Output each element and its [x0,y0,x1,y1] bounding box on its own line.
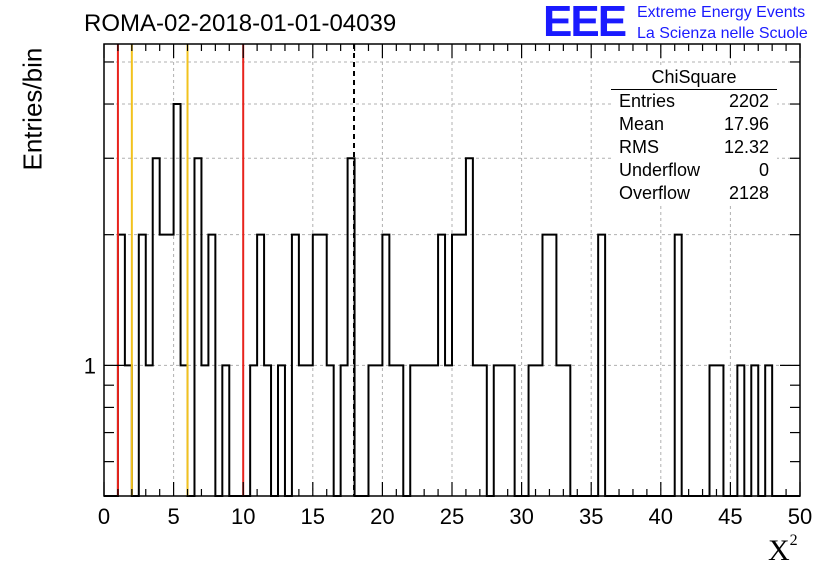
histogram-bin [494,365,501,496]
x-axis-label-symbol: X [768,534,790,567]
axes: 0 5 10 15 20 25 30 35 40 45 50 1 [84,43,812,529]
histogram-bin [375,365,382,496]
histogram-bin [139,235,146,496]
stats-box: ChiSquare Entries 2202 Mean 17.96 RMS 12.32 Un… [611,66,777,205]
histogram-outline [104,103,800,497]
histogram-bin [445,365,452,496]
histogram-bin [292,235,299,496]
histogram-bin [480,365,487,496]
histogram-bin [299,365,306,496]
histogram-bin [250,365,257,496]
stats-value: 0 [758,160,769,180]
stats-row-mean: Mean 17.96 [611,113,777,136]
histogram-bin [125,365,132,496]
histogram-bin [306,365,313,496]
histogram-bin [368,365,375,496]
stats-value: 2128 [728,183,769,203]
x-tick-label: 40 [649,504,673,529]
stats-value: 12.32 [723,137,769,157]
histogram-bin [160,235,167,496]
histogram-bin [327,365,334,496]
x-tick-label: 15 [301,504,325,529]
histogram-bin [431,365,438,496]
stats-row-overflow: Overflow 2128 [611,182,777,205]
histogram-bin [751,365,758,496]
y-tick-label: 1 [84,353,96,378]
histogram-bin [146,365,153,496]
histogram-bin [389,365,396,496]
histogram-bin [438,235,445,496]
histogram-bin [382,235,389,496]
x-tick-label: 45 [718,504,742,529]
histogram-bin [466,158,473,496]
histogram-bin [222,365,229,496]
histogram-bin [417,365,424,496]
x-tick-label: 35 [579,504,603,529]
stats-label: Overflow [619,183,691,203]
stats-label: Underflow [619,160,701,180]
histogram-bin [529,365,536,496]
histogram-bin [320,235,327,496]
stats-label: RMS [619,137,659,157]
histogram-bin [508,365,515,496]
histogram-bin [563,365,570,496]
stats-row-underflow: Underflow 0 [611,159,777,182]
histogram-bin [153,158,160,496]
x-tick-label: 25 [440,504,464,529]
x-axis-label-exponent: 2 [789,532,798,549]
stats-label: Mean [619,114,665,134]
histogram-bin [716,365,723,496]
logo-subtitle-2: La Scienza nelle Scuole [637,25,808,42]
logo-subtitle-1: Extreme Energy Events [637,4,806,21]
histogram-bin [313,235,320,496]
chart-title: ROMA-02-2018-01-01-04039 [84,10,397,37]
histogram-bin [542,235,549,496]
x-tick-label: 50 [788,504,812,529]
stats-row-entries: Entries 2202 [611,90,777,113]
histogram-bin [208,235,215,496]
x-tick-label: 10 [231,504,255,529]
x-tick-label: 5 [167,504,179,529]
histogram-bin [396,365,403,496]
histogram-bin [473,365,480,496]
x-tick-label: 30 [509,504,533,529]
histogram-bin [278,365,285,496]
stats-label: Entries [619,91,676,111]
histogram-bin [556,365,563,496]
stats-value: 17.96 [723,114,769,134]
x-axis-label: X2 [768,532,798,568]
histogram-bin [264,365,271,496]
histogram-bin [410,365,417,496]
histogram-bin [675,235,682,496]
stats-title: ChiSquare [611,66,777,90]
histogram-bin [174,104,181,496]
histogram-bin [257,235,264,496]
x-tick-label: 20 [370,504,394,529]
stats-rows: Entries 2202 Mean 17.96 RMS 12.32 Underflow 0 Ov… [611,90,777,205]
marker-lines [116,44,356,496]
histogram-bin [737,365,744,496]
eee-logo: EEE [543,0,627,46]
histogram-bin [201,365,208,496]
histogram-bin [424,365,431,496]
histogram-bin [765,365,772,496]
histogram-bin [341,365,348,496]
histogram-bin [459,235,466,496]
histogram-bin [549,235,556,496]
histogram-bin [598,235,605,496]
histogram-bin [167,235,174,496]
histogram [104,103,800,497]
histogram-bin [452,235,459,496]
x-tick-label: 0 [98,504,110,529]
histogram-bin [194,158,201,496]
y-axis-label: Entries/bin [17,47,48,171]
histogram-bin [536,365,543,496]
stats-value: 2202 [728,91,769,111]
histogram-bin [501,365,508,496]
histogram-bin [710,365,717,496]
histogram-bin [181,365,188,496]
stats-row-rms: RMS 12.32 [611,136,777,159]
